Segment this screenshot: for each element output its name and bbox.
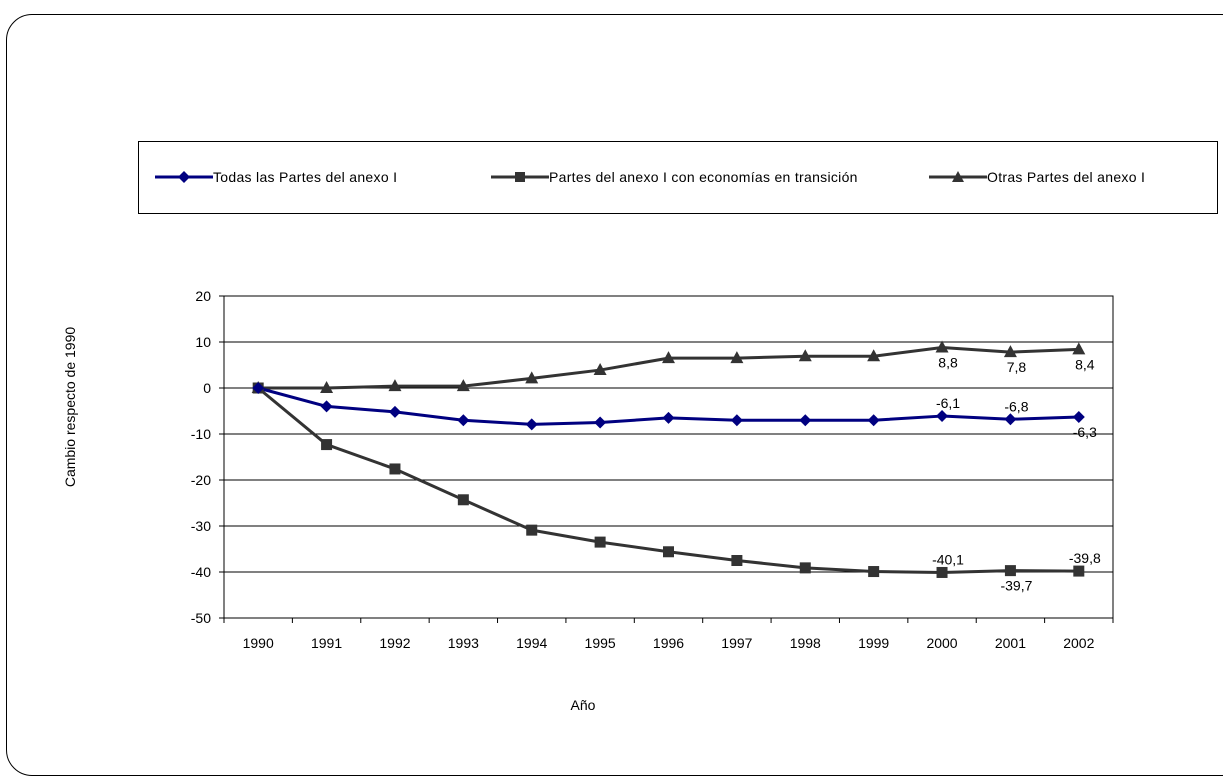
y-tick-label: 0	[203, 380, 211, 396]
x-tick-label: 1999	[858, 635, 889, 651]
y-axis: 20 10 0 -10 -20 -30 -40 -50	[191, 288, 224, 626]
diamond-marker	[320, 400, 333, 413]
data-label: -6,1	[936, 395, 960, 411]
triangle-marker	[456, 379, 470, 392]
triangle-marker	[935, 340, 949, 353]
triangle-marker	[593, 363, 607, 376]
legend-swatch-square	[491, 167, 549, 187]
diamond-marker	[799, 414, 812, 427]
y-axis-title: Cambio respecto de 1990	[62, 327, 78, 488]
y-tick-label: -30	[191, 518, 211, 534]
x-tick-label: 2002	[1063, 635, 1094, 651]
legend-item-transicion: Partes del anexo I con economías en tran…	[491, 167, 858, 187]
triangle-marker	[1072, 342, 1086, 355]
x-tick-label: 1993	[448, 635, 479, 651]
square-marker	[663, 546, 674, 558]
legend-label-todas: Todas las Partes del anexo I	[213, 169, 398, 185]
diamond-marker	[1072, 410, 1085, 423]
triangle-marker	[525, 371, 539, 384]
x-axis-title: Año	[571, 697, 596, 713]
triangle-marker	[730, 351, 744, 364]
x-tick-label: 1990	[243, 635, 274, 651]
legend-label-transicion: Partes del anexo I con economías en tran…	[549, 169, 858, 185]
gridlines	[224, 341, 1113, 573]
square-marker	[731, 555, 743, 566]
y-tick-label: 20	[195, 288, 211, 304]
square-marker	[389, 463, 401, 475]
diamond-marker	[252, 382, 265, 394]
square-marker	[1073, 565, 1085, 577]
data-label: -6,8	[1004, 398, 1028, 414]
x-tick-label: 1996	[653, 635, 684, 651]
legend-label-otras: Otras Partes del anexo I	[987, 169, 1146, 185]
y-tick-label: 10	[195, 334, 211, 350]
legend-swatch-triangle	[929, 167, 987, 187]
triangle-marker	[662, 351, 675, 364]
square-marker	[936, 566, 948, 578]
data-label: -6,3	[1073, 424, 1097, 440]
diamond-marker	[730, 414, 743, 427]
data-label: -39,8	[1069, 550, 1101, 566]
x-axis: 1990 1991 1992 1993 1994 1995 1996 1997 1998 1999…	[223, 618, 1114, 651]
diamond-marker	[867, 414, 880, 427]
data-label: -39,7	[1000, 578, 1032, 594]
y-tick-label: -20	[191, 472, 211, 488]
diamond-marker	[936, 410, 949, 423]
square-marker	[799, 562, 811, 574]
y-tick-label: -40	[191, 564, 211, 580]
legend-swatch-diamond	[155, 167, 213, 187]
diamond-marker	[457, 414, 470, 427]
square-marker	[321, 439, 333, 451]
data-label: 8,4	[1075, 356, 1095, 372]
x-tick-label: 1997	[721, 635, 752, 651]
square-marker	[1004, 565, 1016, 577]
data-label: -40,1	[932, 551, 964, 567]
triangle-marker	[320, 381, 334, 393]
triangle-marker	[1003, 345, 1017, 358]
data-labels: -40,1 -39,7 -39,8 8,8 7,8 8,4 -6,1 -6,8 -6,3	[932, 355, 1101, 594]
chart-legend: Todas las Partes del anexo I Partes del …	[138, 141, 1218, 214]
triangle-marker	[388, 379, 402, 392]
x-tick-label: 1994	[516, 635, 547, 651]
x-tick-label: 1991	[311, 635, 342, 651]
series-lines	[257, 346, 1079, 574]
x-tick-label: 1995	[585, 635, 616, 651]
square-marker	[526, 524, 538, 536]
diamond-marker	[1004, 413, 1017, 426]
y-tick-label: -10	[191, 426, 211, 442]
diamond-marker	[662, 411, 675, 424]
x-tick-label: 2001	[995, 635, 1026, 651]
triangle-marker	[867, 349, 881, 362]
diamond-marker	[525, 418, 538, 431]
square-marker	[457, 494, 469, 506]
y-tick-label: -50	[191, 610, 211, 626]
triangle-marker	[798, 349, 812, 362]
x-tick-label: 1998	[790, 635, 821, 651]
diamond-marker	[594, 416, 607, 429]
square-marker	[868, 566, 880, 578]
data-label: 7,8	[1007, 359, 1027, 375]
series-markers	[251, 340, 1086, 578]
square-marker	[594, 536, 606, 548]
legend-item-otras: Otras Partes del anexo I	[929, 167, 1145, 187]
x-tick-label: 2000	[926, 635, 957, 651]
diamond-marker	[388, 405, 401, 418]
data-label: 8,8	[938, 355, 958, 371]
x-tick-label: 1992	[379, 635, 410, 651]
legend-item-todas: Todas las Partes del anexo I	[155, 167, 397, 187]
plot-area	[223, 295, 1114, 619]
